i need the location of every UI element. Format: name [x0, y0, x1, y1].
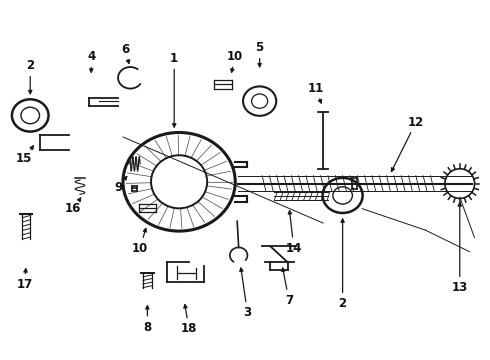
Text: 4: 4	[87, 50, 96, 63]
Text: 2: 2	[339, 297, 347, 310]
Text: 6: 6	[122, 42, 129, 55]
Text: 10: 10	[227, 50, 244, 63]
Text: 3: 3	[244, 306, 251, 319]
Text: 12: 12	[408, 116, 424, 129]
Text: 17: 17	[16, 278, 32, 291]
Text: 5: 5	[255, 41, 264, 54]
Text: 7: 7	[285, 294, 293, 307]
Text: 1: 1	[170, 51, 178, 64]
Text: 8: 8	[143, 320, 151, 333]
Text: 13: 13	[452, 281, 468, 294]
Text: 10: 10	[132, 242, 148, 255]
Text: 9: 9	[114, 181, 122, 194]
Text: 14: 14	[286, 242, 302, 255]
Text: 16: 16	[65, 202, 81, 215]
Text: 15: 15	[16, 152, 32, 165]
Text: 2: 2	[26, 59, 34, 72]
Text: 18: 18	[181, 322, 197, 335]
Text: 11: 11	[308, 82, 324, 95]
